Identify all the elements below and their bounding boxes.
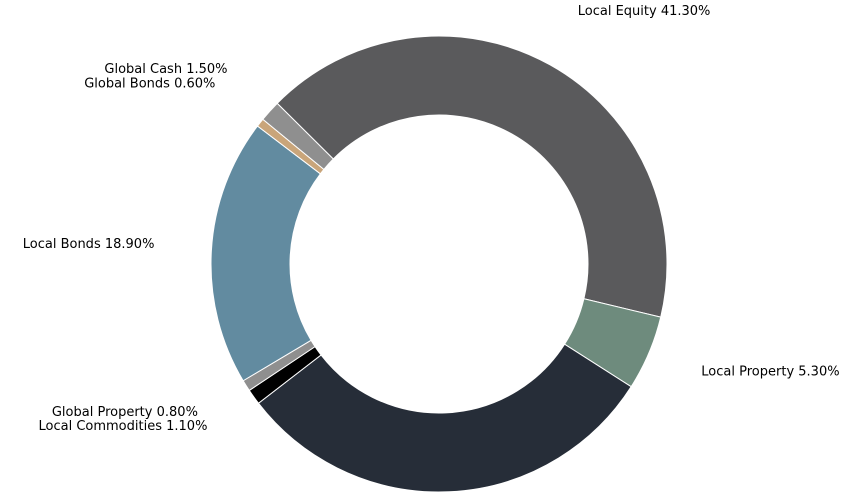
slice-category: Global Cash xyxy=(104,61,182,76)
slice-label: Local Property 5.30% xyxy=(701,364,839,379)
slice-value-label: 18.90% xyxy=(105,236,155,251)
slice-label: Local Bonds 18.90% xyxy=(23,236,155,251)
donut-slice xyxy=(210,125,322,382)
slice-value-label: 1.50% xyxy=(186,61,227,76)
slice-label: Local Equity 41.30% xyxy=(578,4,711,19)
slice-category: Global Bonds xyxy=(84,76,170,91)
slice-category: Local Property xyxy=(701,364,794,379)
slice-label: Global Cash 1.50% xyxy=(104,61,227,76)
slice-label: Global Property 0.80% xyxy=(52,405,198,420)
slice-category: Global Property xyxy=(52,405,153,420)
donut-slice xyxy=(257,343,632,493)
slice-value-label: 5.30% xyxy=(798,364,839,379)
slice-label: Local Commodities 1.10% xyxy=(39,419,208,434)
slice-category: Local Equity xyxy=(578,4,657,19)
slice-category: Local Commodities xyxy=(39,419,163,434)
slice-value-label: 0.60% xyxy=(174,76,215,91)
slice-value-label: 0.80% xyxy=(157,405,198,420)
slice-label: Global Bonds 0.60% xyxy=(84,76,215,91)
donut-slice xyxy=(262,102,334,171)
slice-value-label: 1.10% xyxy=(166,419,207,434)
slice-category: Local Bonds xyxy=(23,236,101,251)
slice-value-label: 41.30% xyxy=(661,4,711,19)
donut-slice xyxy=(276,35,668,318)
